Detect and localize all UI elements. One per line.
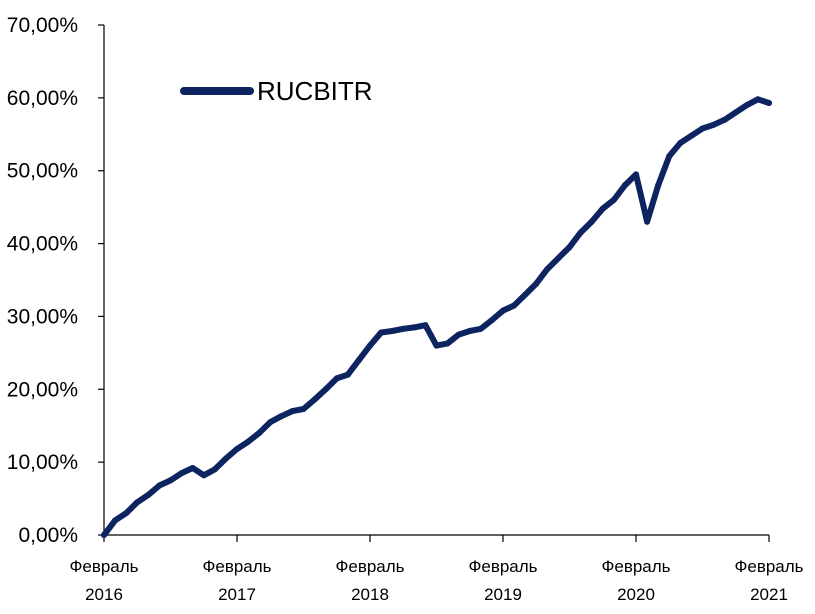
data-point [378,329,385,336]
data-point [732,109,739,116]
data-point [234,446,240,452]
x-tick-label-month: Февраль [468,557,537,576]
legend: RUCBITR [180,76,373,106]
data-point [411,324,418,331]
data-point [555,255,562,262]
data-point [189,465,196,471]
data-point [311,396,318,403]
y-tick-label: 40,00% [7,233,78,256]
data-point [688,132,695,139]
data-point [721,116,728,123]
data-point [621,182,628,189]
x-tick-label-year: 2018 [351,585,389,604]
y-axis: 0,00% 10,00% 20,00% 30,00% 40,00% 50,00% 60,00… [7,14,105,547]
data-point [289,408,296,415]
data-point [400,325,407,332]
data-point [666,153,673,160]
x-tick-label-year: 2017 [218,585,256,604]
x-tick-label-year: 2021 [750,585,788,604]
data-point [500,307,506,314]
series-line-rucbitr [101,96,772,538]
data-point [156,482,163,489]
data-point [134,499,141,506]
y-tick-label: 60,00% [7,87,78,110]
data-point [533,280,540,287]
x-tick-label-month: Февраль [734,557,803,576]
data-point [178,470,185,477]
data-point [355,357,362,364]
x-tick-label-year: 2019 [484,585,522,604]
y-tick-label: 50,00% [7,160,78,183]
data-point [677,140,684,146]
data-point [644,218,651,225]
y-tick-label: 0,00% [18,524,78,547]
data-point [433,342,440,349]
y-tick-label: 30,00% [7,305,78,328]
x-tick-label-year: 2020 [617,585,655,604]
data-point [655,182,662,189]
data-point [422,322,429,329]
data-point [488,317,495,324]
data-point [278,413,285,420]
data-point [267,419,274,426]
data-point [256,430,263,436]
data-point [455,331,462,338]
data-point [200,472,207,479]
data-point [145,491,152,498]
data-point [566,244,573,251]
data-point [112,517,119,524]
data-point [743,102,750,109]
data-point [466,328,473,334]
data-point [123,510,130,517]
data-point [710,121,717,128]
x-tick-label-month: Февраль [335,557,404,576]
data-point [577,229,584,236]
data-point [477,325,484,332]
data-point [245,438,252,445]
data-point [211,466,218,473]
data-point [444,340,451,347]
x-tick-label-month: Февраль [202,557,271,576]
data-point [610,196,617,203]
x-tick-label-year: 2016 [85,585,123,604]
x-axis: Февраль 2016 Февраль 2017 Февраль 2018 Февраль… [69,534,804,604]
x-tick-label-month: Февраль [69,557,138,576]
data-point [754,96,761,103]
data-point [699,125,706,132]
data-point [322,386,329,393]
data-point [522,291,529,298]
data-point [101,532,107,538]
data-point [222,455,229,462]
data-point [588,218,595,225]
data-point [344,371,351,378]
y-tick-label: 70,00% [7,14,78,37]
series-layer [101,96,772,538]
x-tick-label-month: Февраль [601,557,670,576]
legend-label: RUCBITR [257,76,373,106]
data-point [633,171,639,178]
y-tick-label: 20,00% [7,378,78,401]
data-point [167,477,174,484]
data-point [300,406,307,412]
data-point [333,375,340,382]
data-point [511,302,518,309]
data-point [766,100,772,106]
data-point [389,328,396,334]
data-point [367,342,373,349]
data-point [599,205,606,212]
data-point [544,266,551,273]
y-tick-label: 10,00% [7,451,78,474]
